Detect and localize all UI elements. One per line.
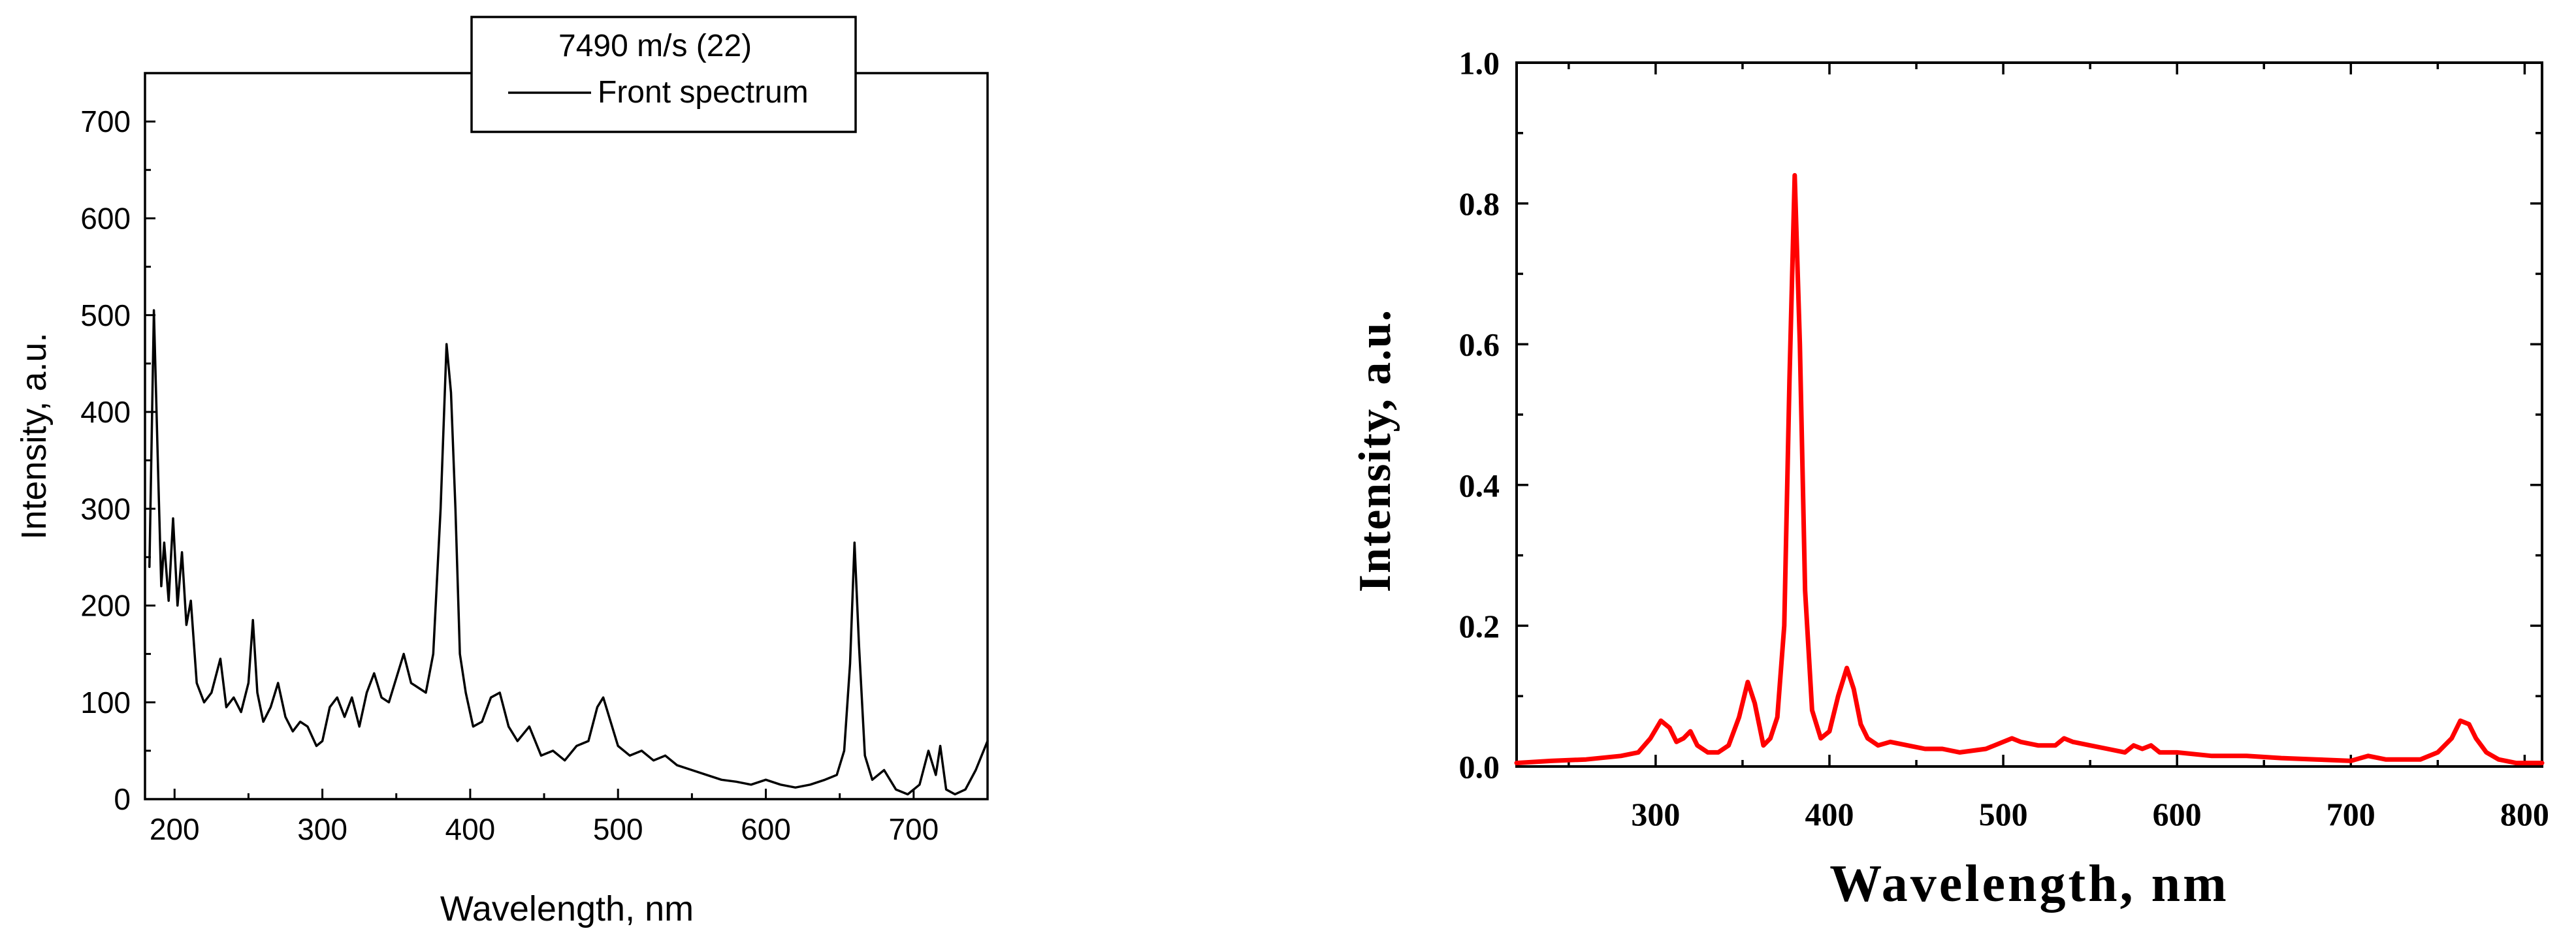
left-y-axis-label: Intensity, a.u. [14,332,54,539]
left-y-tick-label: 100 [80,686,131,719]
right-x-tick-label: 500 [1979,796,2028,832]
right-y-axis-label: Intensity, a.u. [1350,309,1400,593]
right-x-tick-label: 300 [1631,796,1680,832]
right-series-line-0 [1514,173,2545,766]
left-y-tick-label: 500 [80,298,131,332]
right-series [1514,173,2545,766]
left-x-tick-label: 600 [741,812,791,846]
right-y-tick-label: 1.0 [1459,45,1500,82]
left-y-tick-label: 700 [80,104,131,138]
right-x-tick-label: 800 [2500,796,2549,832]
right-ticks: 300 400 500 600 700 800 0.0 0.2 0.4 0.6 0.8 1.0 [1459,45,2549,833]
left-legend-entry: Front spectrum [598,75,809,110]
left-ticks: 200 300 400 500 600 700 0 100 200 300 400 500 600 700 [80,72,989,846]
left-y-tick-label: 200 [80,589,131,623]
right-x-tick-label: 600 [2153,796,2202,832]
left-legend-box [470,16,857,133]
right-x-tick-label: 700 [2326,796,2375,832]
left-y-tick-label: 600 [80,202,131,236]
right-x-axis-label: Wavelength, nm [1829,855,2229,913]
left-x-tick-label: 500 [593,812,643,846]
left-x-tick-label: 300 [297,812,347,846]
right-y-tick-label: 0.8 [1459,185,1500,222]
left-y-tick-label: 400 [80,395,131,429]
right-plot-area [1515,61,2543,768]
left-x-axis-label: Wavelength, nm [440,889,694,928]
right-y-tick-label: 0.2 [1459,608,1500,644]
chart-right: 300 400 500 600 700 800 0.0 0.2 0.4 0.6 0.8 1.0 Wav… [1350,45,2549,913]
left-legend-title: 7490 m/s (22) [558,29,752,63]
left-series-line-0 [148,309,989,796]
chart-left: 200 300 400 500 600 700 0 100 200 300 400 500 600 700… [14,16,989,928]
left-y-tick-label: 300 [80,492,131,526]
right-y-tick-label: 0.6 [1459,326,1500,363]
left-series [148,309,989,796]
left-legend: 7490 m/s (22) Front spectrum [470,16,857,133]
right-y-tick-label: 0.0 [1459,749,1500,785]
left-x-tick-label: 400 [445,812,496,846]
right-y-tick-label: 0.4 [1459,467,1500,503]
left-y-tick-label: 0 [114,782,131,816]
left-x-tick-label: 700 [888,812,939,846]
left-x-tick-label: 200 [150,812,200,846]
right-x-tick-label: 400 [1805,796,1854,832]
